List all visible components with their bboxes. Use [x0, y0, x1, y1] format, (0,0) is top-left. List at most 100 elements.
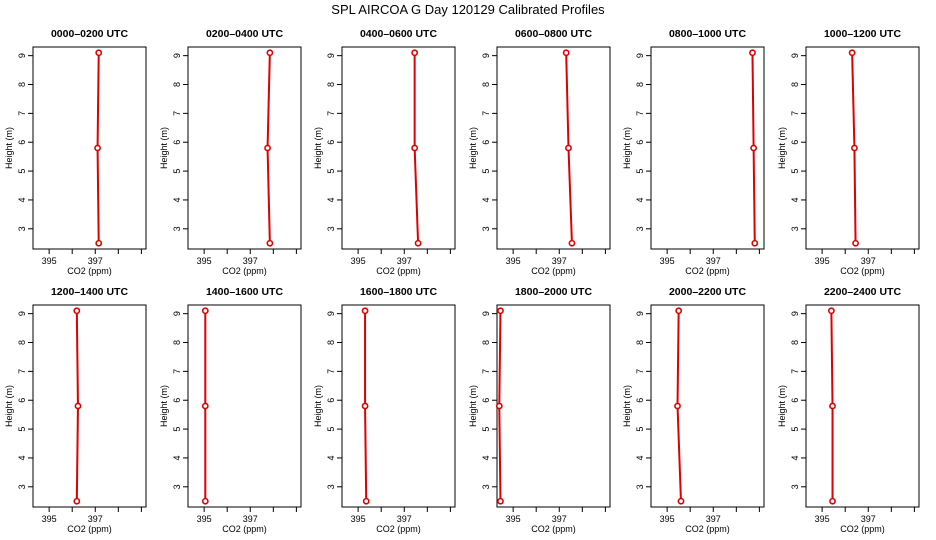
profile-point — [94, 144, 101, 152]
x-tick-label: 395 — [506, 514, 521, 524]
y-tick-label: 7 — [481, 111, 491, 116]
profile-point — [851, 144, 858, 152]
x-tick-label: 397 — [552, 256, 567, 266]
y-tick-label: 7 — [790, 369, 800, 374]
profile-point — [95, 239, 103, 247]
plot-frame — [187, 304, 302, 508]
x-tick-label: 397 — [706, 514, 721, 524]
y-tick-label: 5 — [481, 427, 491, 432]
profile-point — [848, 49, 856, 57]
chart-panel: 0600–0800 UTC 395 397 3 4 5 6 7 8 9 CO2 (ppm) Heigh… — [468, 28, 611, 276]
profile-point — [74, 402, 82, 410]
panel-title: 0000–0200 UTC — [51, 28, 128, 40]
x-tick-label: 397 — [706, 256, 721, 266]
y-tick-label: 8 — [326, 82, 336, 87]
profile-point — [749, 49, 756, 57]
y-tick-label: 4 — [481, 455, 491, 460]
profile-point — [829, 497, 836, 505]
chart-panel: 1200–1400 UTC 395 397 3 4 5 6 7 8 9 CO2 (ppm) Heigh… — [4, 286, 147, 534]
y-tick-label: 7 — [17, 369, 27, 374]
y-tick-label: 6 — [635, 140, 645, 145]
y-tick-label: 8 — [635, 340, 645, 345]
panel-title: 2000–2200 UTC — [669, 286, 746, 298]
x-axis-label: CO2 (ppm) — [376, 266, 421, 276]
y-tick-label: 5 — [790, 427, 800, 432]
plot-frame — [805, 46, 920, 250]
profile-point — [73, 497, 81, 505]
y-tick-label: 5 — [790, 169, 800, 174]
y-tick-label: 3 — [172, 226, 182, 231]
panel-title: 1800–2000 UTC — [515, 286, 592, 298]
y-tick-label: 9 — [481, 311, 491, 316]
y-tick-label: 3 — [635, 226, 645, 231]
plot-frame — [805, 304, 920, 508]
chart-panel: 0800–1000 UTC 395 397 3 4 5 6 7 8 9 CO2 (ppm) Heigh… — [622, 28, 765, 276]
y-tick-label: 9 — [326, 53, 336, 58]
chart-panel: 2200–2400 UTC 395 397 3 4 5 6 7 8 9 CO2 (ppm) Heigh… — [777, 286, 920, 534]
y-tick-label: 5 — [17, 427, 27, 432]
chart-panel: 1000–1200 UTC 395 397 3 4 5 6 7 8 9 CO2 (ppm) Heigh… — [777, 28, 920, 276]
profile-point — [264, 144, 271, 152]
y-tick-label: 6 — [790, 140, 800, 145]
x-tick-label: 395 — [506, 256, 521, 266]
y-tick-label: 6 — [790, 398, 800, 403]
x-tick-label: 395 — [197, 256, 212, 266]
y-axis-label: Height (m) — [4, 127, 14, 169]
x-axis-label: CO2 (ppm) — [376, 524, 421, 534]
y-tick-label: 8 — [790, 82, 800, 87]
x-tick-label: 395 — [351, 514, 366, 524]
panel-title: 1400–1600 UTC — [206, 286, 283, 298]
profile-point — [750, 144, 758, 152]
y-tick-label: 7 — [326, 111, 336, 116]
profile-point — [361, 307, 369, 315]
y-tick-label: 6 — [172, 140, 182, 145]
y-tick-label: 5 — [481, 169, 491, 174]
y-tick-label: 8 — [17, 340, 27, 345]
profile-point — [568, 239, 576, 247]
y-axis-label: Height (m) — [4, 385, 14, 427]
chart-panel: 0400–0600 UTC 395 397 3 4 5 6 7 8 9 CO2 (ppm) Heigh… — [313, 28, 456, 276]
y-tick-label: 3 — [326, 226, 336, 231]
y-tick-label: 8 — [172, 340, 182, 345]
chart-panel: 0000–0200 UTC 395 397 3 4 5 6 7 8 9 CO2 (ppm) Heigh… — [4, 28, 147, 276]
profile-point — [411, 49, 419, 57]
y-tick-label: 9 — [790, 53, 800, 58]
y-tick-label: 4 — [17, 197, 27, 202]
y-tick-label: 7 — [635, 369, 645, 374]
x-axis-label: CO2 (ppm) — [67, 524, 112, 534]
x-axis-label: CO2 (ppm) — [840, 524, 885, 534]
y-tick-label: 4 — [172, 455, 182, 460]
y-tick-label: 3 — [790, 484, 800, 489]
plot-frame — [496, 46, 611, 250]
y-tick-label: 7 — [172, 369, 182, 374]
y-tick-label: 4 — [326, 197, 336, 202]
y-tick-label: 8 — [481, 340, 491, 345]
y-tick-label: 9 — [326, 311, 336, 316]
y-tick-label: 9 — [481, 53, 491, 58]
x-tick-label: 395 — [351, 256, 366, 266]
y-tick-label: 5 — [635, 169, 645, 174]
profile-point — [677, 497, 685, 505]
y-tick-label: 5 — [326, 169, 336, 174]
profile-point — [829, 402, 836, 410]
y-tick-label: 3 — [172, 484, 182, 489]
profile-point — [562, 49, 570, 57]
profile-point — [361, 402, 369, 410]
y-tick-label: 9 — [635, 53, 645, 58]
y-tick-label: 4 — [17, 455, 27, 460]
y-tick-label: 3 — [635, 484, 645, 489]
plot-frame — [650, 304, 765, 508]
y-tick-label: 7 — [635, 111, 645, 116]
x-tick-label: 397 — [88, 256, 103, 266]
x-tick-label: 395 — [197, 514, 212, 524]
y-tick-label: 7 — [790, 111, 800, 116]
chart-panel: 1600–1800 UTC 395 397 3 4 5 6 7 8 9 CO2 (ppm) Heigh… — [313, 286, 456, 534]
panel-title: 1200–1400 UTC — [51, 286, 128, 298]
y-axis-label: Height (m) — [313, 127, 323, 169]
y-tick-label: 8 — [481, 82, 491, 87]
y-tick-label: 6 — [17, 140, 27, 145]
x-tick-label: 397 — [243, 514, 258, 524]
profile-point — [675, 307, 683, 315]
